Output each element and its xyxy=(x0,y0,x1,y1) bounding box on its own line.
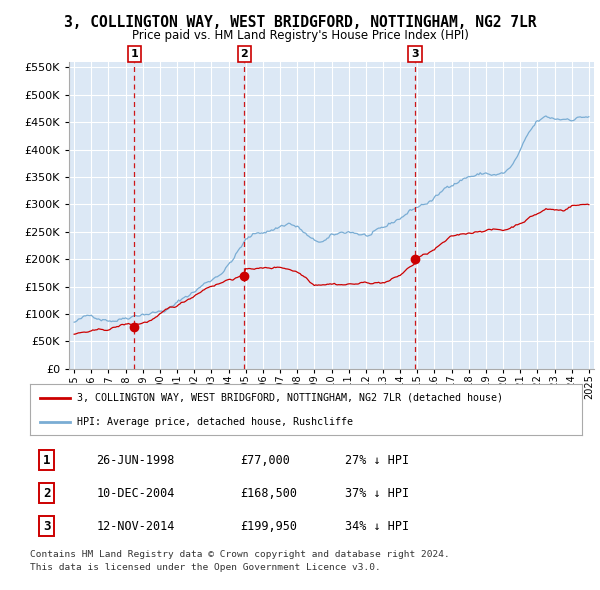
Text: 34% ↓ HPI: 34% ↓ HPI xyxy=(344,520,409,533)
Text: 12-NOV-2014: 12-NOV-2014 xyxy=(96,520,175,533)
Text: 3, COLLINGTON WAY, WEST BRIDGFORD, NOTTINGHAM, NG2 7LR (detached house): 3, COLLINGTON WAY, WEST BRIDGFORD, NOTTI… xyxy=(77,392,503,402)
Text: £168,500: £168,500 xyxy=(240,487,297,500)
Text: 26-JUN-1998: 26-JUN-1998 xyxy=(96,454,175,467)
Text: 1: 1 xyxy=(130,49,138,59)
Text: HPI: Average price, detached house, Rushcliffe: HPI: Average price, detached house, Rush… xyxy=(77,418,353,427)
Text: 3: 3 xyxy=(411,49,419,59)
Text: Price paid vs. HM Land Registry's House Price Index (HPI): Price paid vs. HM Land Registry's House … xyxy=(131,30,469,42)
Text: 1: 1 xyxy=(43,454,50,467)
Text: £77,000: £77,000 xyxy=(240,454,290,467)
Text: 10-DEC-2004: 10-DEC-2004 xyxy=(96,487,175,500)
Text: 3: 3 xyxy=(43,520,50,533)
Text: This data is licensed under the Open Government Licence v3.0.: This data is licensed under the Open Gov… xyxy=(30,563,381,572)
Text: Contains HM Land Registry data © Crown copyright and database right 2024.: Contains HM Land Registry data © Crown c… xyxy=(30,550,450,559)
Text: 2: 2 xyxy=(43,487,50,500)
Text: £199,950: £199,950 xyxy=(240,520,297,533)
Text: 37% ↓ HPI: 37% ↓ HPI xyxy=(344,487,409,500)
Text: 27% ↓ HPI: 27% ↓ HPI xyxy=(344,454,409,467)
Text: 3, COLLINGTON WAY, WEST BRIDGFORD, NOTTINGHAM, NG2 7LR: 3, COLLINGTON WAY, WEST BRIDGFORD, NOTTI… xyxy=(64,15,536,30)
Text: 2: 2 xyxy=(241,49,248,59)
